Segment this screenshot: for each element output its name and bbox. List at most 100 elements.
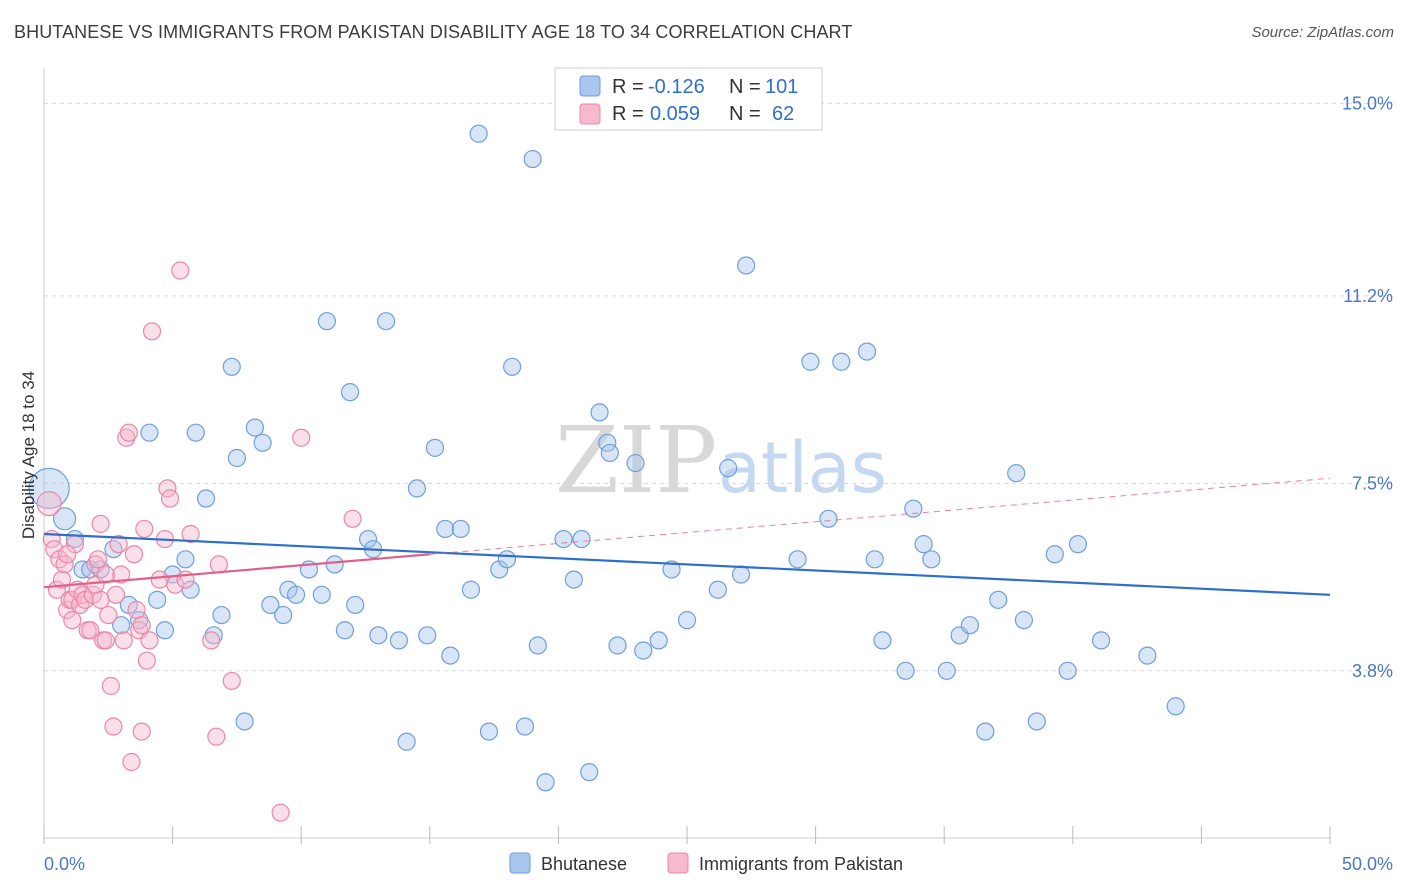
legend-label-bhutanese: Bhutanese bbox=[541, 854, 627, 874]
bhutanese-point bbox=[479, 722, 499, 741]
pakistan-point bbox=[99, 605, 118, 625]
bhutanese-point bbox=[389, 631, 409, 650]
bhutanese-point bbox=[253, 433, 272, 452]
y-axis-label: Disability Age 18 to 34 bbox=[19, 371, 38, 539]
y-tick-label-3: 15.0% bbox=[1342, 93, 1393, 113]
bhutanese-point bbox=[788, 550, 807, 569]
stats-n-label-1: N = bbox=[729, 76, 761, 98]
bhutanese-point bbox=[461, 580, 481, 599]
pakistan-point bbox=[63, 611, 82, 630]
pakistan-trend-line-dashed bbox=[429, 477, 1331, 555]
pakistan-point bbox=[122, 752, 141, 772]
bhutanese-point bbox=[436, 519, 455, 539]
stats-r-label-2: R = bbox=[612, 103, 644, 125]
bhutanese-point bbox=[186, 423, 205, 442]
y-tick-label-0: 3.8% bbox=[1352, 661, 1393, 681]
bhutanese-point bbox=[317, 312, 337, 331]
bhutanese-point bbox=[536, 773, 555, 792]
bhutanese-point bbox=[286, 585, 306, 604]
bhutanese-point bbox=[649, 631, 668, 650]
pakistan-point bbox=[202, 631, 221, 650]
legend-label-pakistan: Immigrants from Pakistan bbox=[699, 854, 903, 874]
bhutanese-point bbox=[418, 626, 437, 645]
bhutanese-point bbox=[1007, 464, 1026, 483]
bhutanese-point bbox=[564, 570, 583, 589]
bhutanese-point bbox=[960, 616, 980, 635]
bhutanese-point bbox=[346, 595, 365, 615]
pakistan-point bbox=[91, 514, 110, 533]
bhutanese-point bbox=[662, 560, 681, 579]
bhutanese-point bbox=[731, 565, 751, 584]
bhutanese-point bbox=[52, 507, 77, 531]
pakistan-point bbox=[109, 535, 128, 554]
pakistan-point bbox=[343, 509, 362, 528]
stats-r-label-1: R = bbox=[612, 76, 644, 98]
bhutanese-point bbox=[425, 438, 445, 457]
bhutanese-point bbox=[497, 550, 517, 569]
pakistan-point bbox=[137, 651, 156, 670]
pakistan-point bbox=[222, 671, 241, 691]
pakistan-point bbox=[142, 322, 162, 341]
stats-swatch-pakistan bbox=[579, 103, 601, 125]
stats-n-value-1: 101 bbox=[765, 76, 798, 98]
bhutanese-point bbox=[376, 312, 396, 331]
bhutanese-point bbox=[608, 636, 627, 655]
watermark-zip: ZIP bbox=[555, 407, 717, 514]
bhutanese-point bbox=[148, 590, 167, 609]
pakistan-point bbox=[135, 519, 154, 539]
bhutanese-point bbox=[335, 621, 355, 640]
bhutanese-point bbox=[719, 459, 738, 478]
bhutanese-point bbox=[626, 453, 645, 473]
bhutanese-point bbox=[737, 256, 756, 275]
stats-legend: R = -0.126 N = 101 R = 0.059 N = 62 bbox=[554, 67, 823, 131]
bhutanese-point bbox=[397, 732, 416, 751]
bhutanese-point bbox=[937, 661, 956, 680]
bhutanese-point bbox=[857, 342, 877, 361]
bhutanese-point bbox=[1138, 646, 1157, 665]
watermark: ZIP atlas bbox=[555, 407, 887, 514]
series-legend: Bhutanese Immigrants from Pakistan bbox=[509, 852, 903, 874]
bhutanese-point bbox=[922, 550, 941, 569]
bhutanese-point bbox=[989, 590, 1008, 609]
pakistan-points bbox=[36, 261, 362, 822]
pakistan-point bbox=[160, 489, 180, 508]
bhutanese-point bbox=[580, 763, 599, 782]
pakistan-point bbox=[91, 590, 110, 609]
bhutanese-point bbox=[896, 661, 915, 680]
legend-swatch-pakistan bbox=[667, 852, 689, 874]
bhutanese-point bbox=[441, 646, 460, 665]
bhutanese-point bbox=[914, 535, 933, 554]
bhutanese-point bbox=[196, 489, 216, 508]
bhutanese-point bbox=[1045, 545, 1064, 564]
y-tick-labels: 3.8% 7.5% 11.2% 15.0% bbox=[1342, 93, 1393, 680]
pakistan-point bbox=[106, 585, 126, 604]
pakistan-point bbox=[36, 491, 62, 517]
pakistan-point bbox=[81, 621, 100, 640]
chart-title: BHUTANESE VS IMMIGRANTS FROM PAKISTAN DI… bbox=[14, 22, 853, 42]
bhutanese-point bbox=[1166, 697, 1185, 716]
watermark-atlas: atlas bbox=[718, 427, 887, 509]
pakistan-point bbox=[88, 550, 108, 569]
stats-n-value-2: 62 bbox=[772, 103, 794, 125]
bhutanese-point bbox=[274, 605, 293, 625]
bhutanese-point bbox=[832, 352, 851, 371]
pakistan-trend-line bbox=[43, 553, 430, 589]
stats-swatch-bhutanese bbox=[579, 75, 601, 97]
pakistan-point bbox=[132, 616, 151, 635]
bhutanese-point bbox=[312, 585, 331, 604]
pakistan-point bbox=[112, 565, 131, 584]
axes bbox=[43, 68, 1331, 844]
bhutanese-point bbox=[176, 550, 195, 569]
legend-swatch-bhutanese bbox=[509, 852, 531, 874]
bhutanese-point bbox=[490, 560, 509, 579]
bhutanese-point bbox=[28, 467, 70, 509]
bhutanese-point bbox=[204, 626, 223, 645]
bhutanese-point bbox=[222, 357, 241, 376]
pakistan-point bbox=[292, 428, 311, 447]
bhutanese-point bbox=[1027, 712, 1046, 731]
stats-r-value-1: -0.126 bbox=[648, 76, 705, 98]
bhutanese-point bbox=[1058, 661, 1077, 680]
bhutanese-point bbox=[976, 722, 995, 741]
pakistan-point bbox=[150, 570, 169, 589]
pakistan-point bbox=[117, 428, 136, 447]
